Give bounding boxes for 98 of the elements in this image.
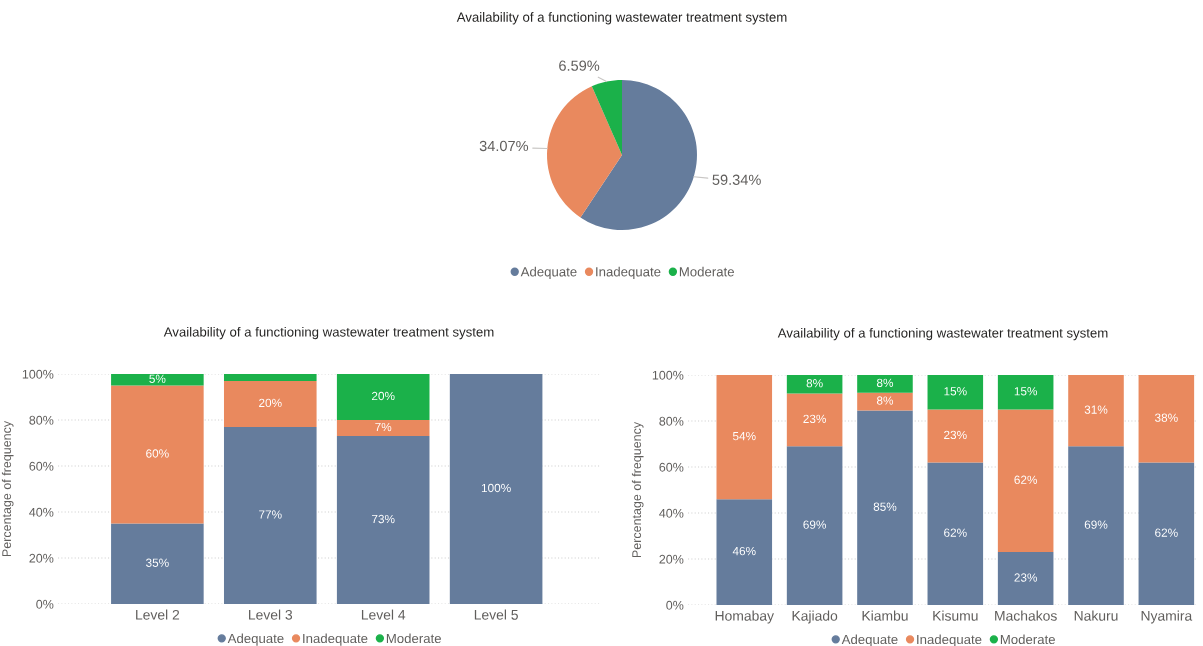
x-tick-label: Machakos — [995, 610, 1057, 621]
bar — [786, 446, 843, 605]
data-label: 6.59% — [559, 60, 600, 71]
bar — [1138, 462, 1195, 605]
bar — [997, 375, 1054, 410]
y-tick-label: 80% — [29, 415, 54, 425]
bar — [223, 426, 317, 604]
y-tick-label: 60% — [29, 461, 54, 471]
x-tick-label: Nakuru — [1074, 610, 1118, 621]
data-label: 69% — [803, 520, 827, 529]
data-label: 46% — [732, 546, 756, 556]
data-label: 73% — [371, 514, 395, 524]
bar — [111, 385, 204, 524]
data-label: 5% — [149, 374, 166, 383]
y-tick-label: 20% — [29, 553, 54, 563]
bar — [1068, 375, 1124, 447]
data-label: 23% — [944, 430, 967, 440]
data-label: 7% — [375, 422, 392, 432]
bar — [997, 409, 1054, 553]
legend-label: Inadequate — [596, 266, 661, 280]
bar — [786, 393, 843, 447]
bar — [449, 374, 543, 604]
data-label: 15% — [1014, 387, 1038, 396]
bar — [111, 374, 204, 386]
data-label: 69% — [1084, 520, 1108, 529]
data-label: 62% — [1155, 528, 1178, 537]
chart-title: Availability of a functioning wastewater treatment system — [456, 12, 787, 25]
bar — [857, 410, 913, 605]
data-label: 8% — [876, 378, 894, 388]
legend-label: Moderate — [1000, 634, 1055, 645]
bar — [1068, 446, 1124, 605]
data-label: 100% — [481, 483, 511, 493]
data-label: 85% — [873, 502, 897, 511]
data-label: 38% — [1154, 413, 1178, 422]
data-label: 23% — [1014, 573, 1038, 582]
x-tick-label: Level 3 — [249, 609, 293, 620]
bar — [857, 375, 913, 393]
y-tick-label: 60% — [659, 462, 684, 472]
bar — [857, 392, 913, 411]
data-label: 77% — [259, 510, 282, 519]
bar — [716, 375, 773, 500]
bar — [223, 380, 317, 427]
legend-label: Moderate — [386, 633, 441, 644]
legend-label: Adequate — [227, 633, 284, 646]
data-label: 20% — [371, 391, 395, 401]
bar — [927, 375, 984, 410]
data-label: 20% — [259, 398, 282, 408]
data-label: 23% — [803, 414, 827, 424]
bar — [786, 375, 843, 394]
chart-title: Availability of a functioning wastewater treatment system — [163, 326, 494, 340]
bar — [111, 523, 204, 604]
data-label: 34.07% — [479, 140, 529, 152]
legend-label: Moderate — [679, 266, 734, 277]
bar — [223, 374, 317, 381]
bar — [336, 436, 430, 604]
y-tick-label: 80% — [659, 416, 684, 426]
legend-label: Adequate — [520, 266, 577, 280]
x-tick-label: Kajiado — [792, 610, 838, 624]
y-tick-label: 0% — [36, 599, 54, 609]
data-label: 15% — [944, 387, 967, 396]
bar — [997, 552, 1054, 605]
x-tick-label: Level 5 — [474, 609, 518, 620]
x-tick-label: Level 4 — [361, 609, 406, 620]
pie-slice — [547, 86, 622, 218]
bar — [927, 462, 984, 605]
bar — [336, 420, 430, 437]
y-tick-label: 20% — [659, 554, 684, 564]
y-tick-label: 40% — [29, 507, 54, 517]
y-axis-title: Percentage of frequency — [631, 421, 644, 558]
x-tick-label: Kiambu — [862, 610, 908, 621]
data-label: 54% — [732, 431, 756, 441]
data-label: 59.34% — [712, 174, 761, 185]
pie-slice — [580, 80, 697, 230]
pie-slice — [591, 80, 622, 155]
x-tick-label: Homabay — [715, 610, 774, 624]
legend-label: Inadequate — [917, 634, 982, 646]
x-tick-label: Level 2 — [136, 609, 180, 620]
data-label: 62% — [1014, 475, 1038, 484]
chart-title: Availability of a functioning wastewater treatment system — [777, 327, 1108, 341]
data-label: 62% — [944, 528, 967, 537]
data-label: 60% — [146, 449, 169, 458]
bar — [1138, 375, 1195, 463]
data-label: 8% — [806, 379, 823, 388]
data-label: 8% — [876, 396, 894, 405]
bar — [716, 499, 773, 605]
y-tick-label: 100% — [22, 369, 54, 379]
y-tick-label: 40% — [659, 508, 684, 518]
data-label: 35% — [146, 558, 169, 567]
y-axis-title: Percentage of frequency — [1, 420, 14, 557]
y-tick-label: 0% — [666, 600, 684, 610]
data-label: 31% — [1084, 405, 1108, 414]
y-tick-label: 100% — [652, 370, 684, 380]
bar — [336, 374, 430, 420]
x-tick-label: Nyamira — [1141, 610, 1193, 624]
legend-label: Adequate — [841, 634, 898, 646]
bar — [927, 409, 984, 463]
legend-label: Inadequate — [303, 633, 368, 646]
x-tick-label: Kisumu — [933, 610, 978, 621]
